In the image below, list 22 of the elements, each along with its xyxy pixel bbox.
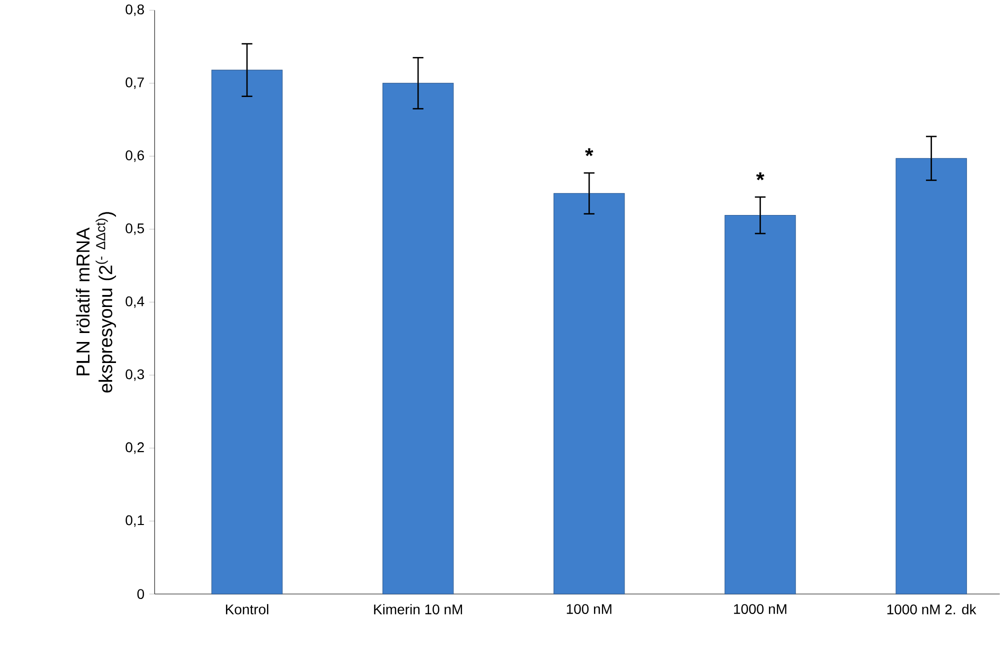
y-tick-label: 0,2 [126, 442, 144, 454]
x-tick-label: Kimerin 10 nM [374, 604, 462, 615]
bar [211, 70, 283, 594]
y-tick-label: 0 [137, 589, 144, 600]
annotation: * [756, 172, 764, 180]
bar [724, 215, 796, 594]
x-tick-label: 1000 nM [734, 604, 786, 614]
y-tick-label: 0,1 [126, 515, 144, 528]
bar [896, 158, 967, 594]
y-tick-label: 0,3 [126, 369, 144, 382]
bar [382, 83, 454, 594]
x-tick-label: 100 nM [566, 604, 612, 614]
y-tick-label: 0,8 [126, 4, 144, 16]
y-tick-label: 0,7 [126, 78, 144, 90]
y-tick-label: 0,6 [126, 150, 144, 162]
x-tick-label: Kontrol [226, 604, 268, 615]
y-axis-title: PLN rölatif mRNA ekspresyonu (2$^{(- ΔΔct)}$) [76, 212, 116, 393]
y-tick-label: 0,5 [126, 224, 144, 236]
x-tick-label: 1000 nM 2. dk [887, 604, 976, 615]
bar [554, 193, 625, 594]
annotation: * [585, 148, 594, 156]
y-tick-label: 0,4 [126, 296, 144, 308]
